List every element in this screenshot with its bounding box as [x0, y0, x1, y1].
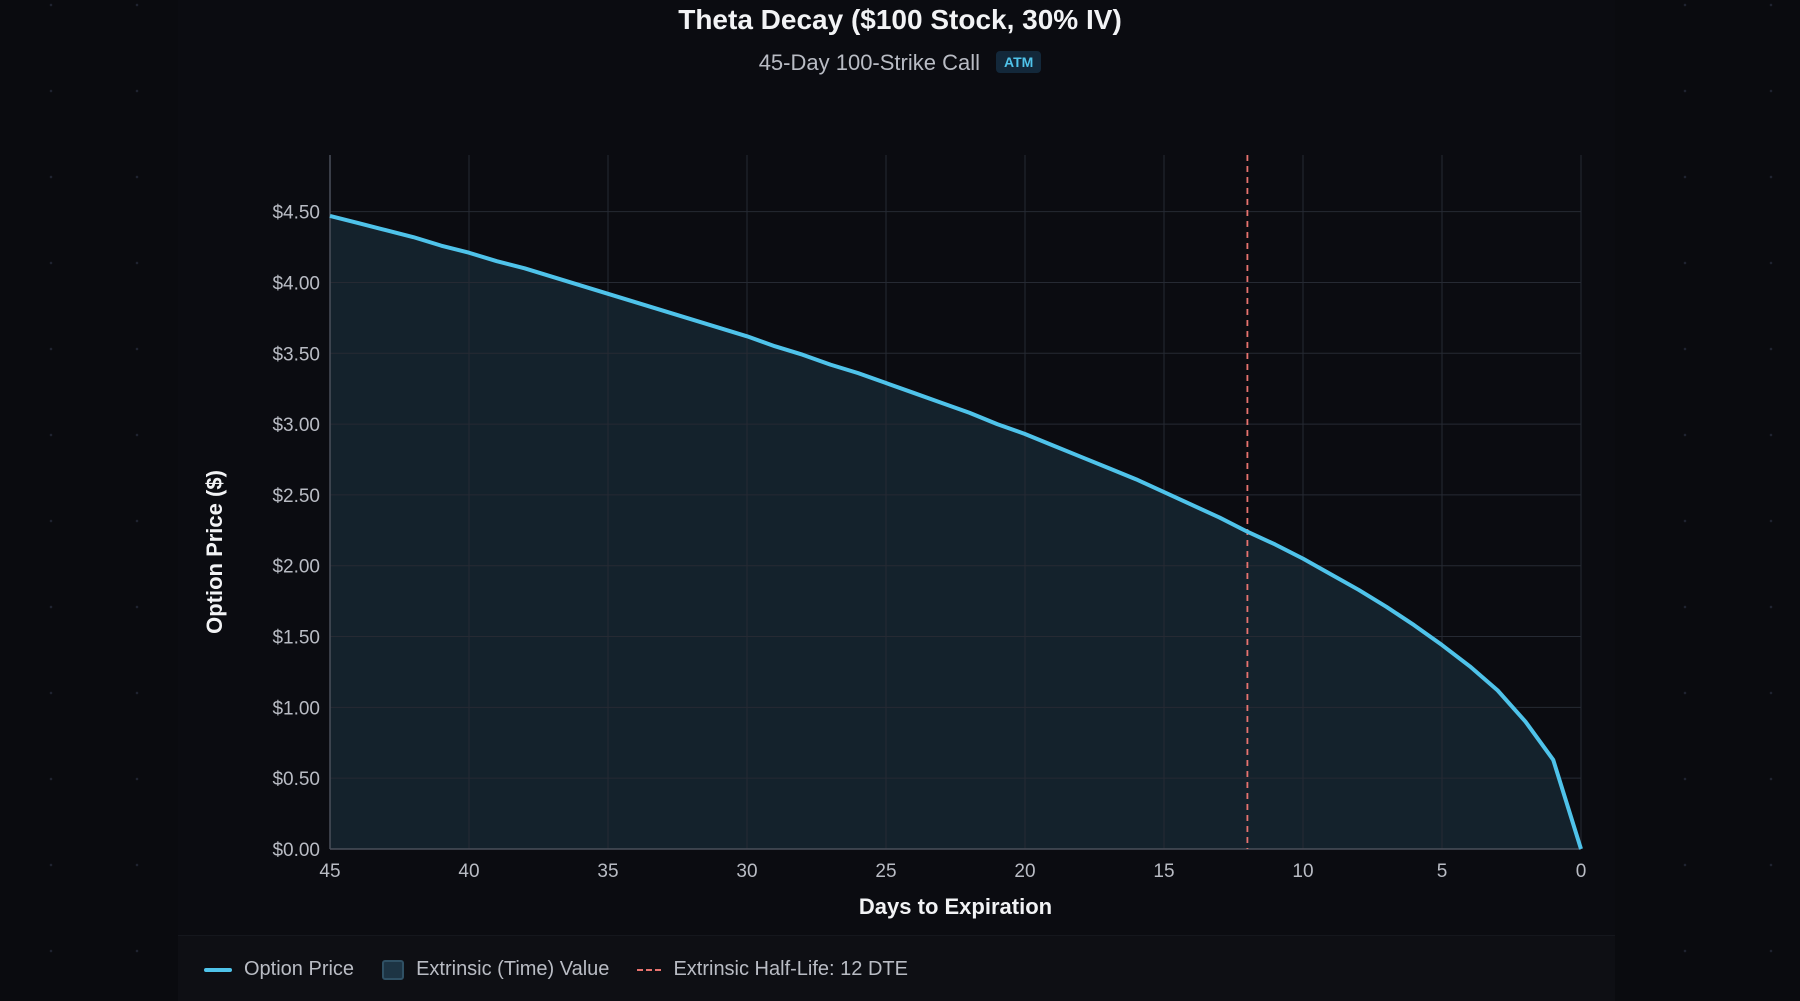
x-tick-label: 5 [1437, 861, 1448, 882]
legend-label: Extrinsic (Time) Value [416, 958, 609, 981]
line-swatch-icon [204, 968, 232, 972]
y-tick-label: $1.50 [272, 628, 320, 649]
y-tick-label: $0.00 [272, 840, 320, 861]
x-tick-label: 0 [1576, 861, 1587, 882]
legend-label: Extrinsic Half-Life: 12 DTE [673, 958, 908, 981]
y-tick-label: $2.50 [272, 486, 320, 507]
y-tick-label: $2.00 [272, 557, 320, 578]
x-tick-label: 10 [1292, 861, 1313, 882]
y-tick-label: $0.50 [272, 769, 320, 790]
x-tick-label: 30 [736, 861, 757, 882]
y-tick-label: $1.00 [272, 698, 320, 719]
y-tick-label: $4.50 [272, 203, 320, 224]
x-tick-label: 35 [597, 861, 618, 882]
y-tick-label: $3.50 [272, 344, 320, 365]
x-tick-label: 45 [319, 861, 340, 882]
extrinsic-value-area [330, 216, 1581, 849]
area-swatch-icon [382, 960, 404, 980]
legend: Option Price Extrinsic (Time) Value Extr… [204, 958, 936, 981]
legend-label: Option Price [244, 958, 354, 981]
y-tick-label: $4.00 [272, 273, 320, 294]
x-axis-label: Days to Expiration [859, 894, 1052, 919]
y-tick-label: $3.00 [272, 415, 320, 436]
legend-item-extrinsic-value[interactable]: Extrinsic (Time) Value [382, 958, 609, 981]
x-tick-label: 25 [875, 861, 896, 882]
legend-item-half-life[interactable]: Extrinsic Half-Life: 12 DTE [637, 958, 908, 981]
x-tick-label: 15 [1153, 861, 1174, 882]
dashed-line-swatch-icon [637, 969, 661, 971]
x-tick-label: 40 [458, 861, 479, 882]
legend-item-option-price[interactable]: Option Price [204, 958, 354, 981]
x-tick-label: 20 [1014, 861, 1035, 882]
y-axis-label: Option Price ($) [202, 470, 227, 634]
